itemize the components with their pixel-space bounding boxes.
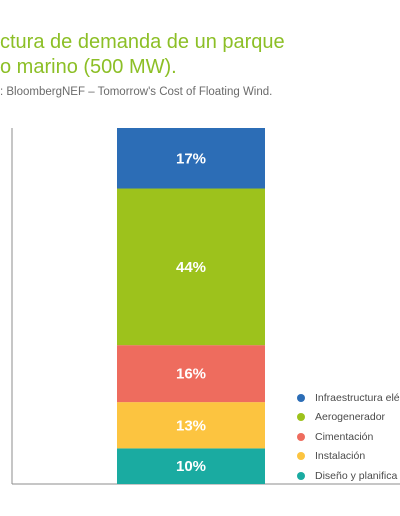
data-labels: 10% 13% 16% 44% 17%	[176, 150, 206, 475]
legend-item-diseno-y-planifica: Diseño y planifica	[297, 466, 400, 486]
legend-swatch	[297, 452, 305, 461]
bar-segment-cimentacion	[117, 345, 265, 403]
legend-label: Diseño y planifica	[315, 469, 398, 482]
legend-label: Aerogenerador	[315, 411, 386, 424]
data-label-diseno-y-planifica: 10%	[176, 458, 206, 475]
legend-label: Instalación	[315, 450, 366, 463]
legend-swatch	[297, 432, 305, 441]
legend-label: Infraestructura elé	[315, 391, 400, 404]
legend-item-aerogenerador: Aerogenerador	[297, 408, 400, 428]
chart-source: : BloombergNEF – Tomorrow's Cost of Floa…	[0, 86, 273, 98]
data-label-infraestructura-ele: 17%	[176, 150, 206, 167]
chart-title-line-1: ctura de demanda de un parque	[0, 31, 285, 53]
chart-legend: Infraestructura elé Aerogenerador Cimentac…	[297, 388, 400, 486]
bar-segment-instalacion	[117, 402, 265, 449]
legend-label: Cimentación	[315, 430, 374, 443]
legend-item-instalacion: Instalación	[297, 447, 400, 467]
chart-title-line-2: o marino (500 MW).	[0, 56, 177, 78]
legend-swatch	[297, 413, 305, 422]
legend-item-infraestructura-ele: Infraestructura elé	[297, 388, 400, 408]
chart-title: ctura de demanda de un parque o marino (…	[0, 30, 285, 80]
legend-swatch	[297, 471, 305, 480]
bar-segment-diseno-y-planifica	[117, 448, 265, 484]
stacked-bar	[117, 128, 265, 484]
legend-item-cimentacion: Cimentación	[297, 427, 400, 447]
data-label-aerogenerador: 44%	[176, 259, 206, 276]
data-label-cimentacion: 16%	[176, 366, 206, 383]
legend-swatch	[297, 393, 305, 402]
bar-segment-infraestructura-ele	[117, 128, 265, 189]
data-label-instalacion: 13%	[176, 417, 206, 434]
bar-segment-aerogenerador	[117, 188, 265, 346]
